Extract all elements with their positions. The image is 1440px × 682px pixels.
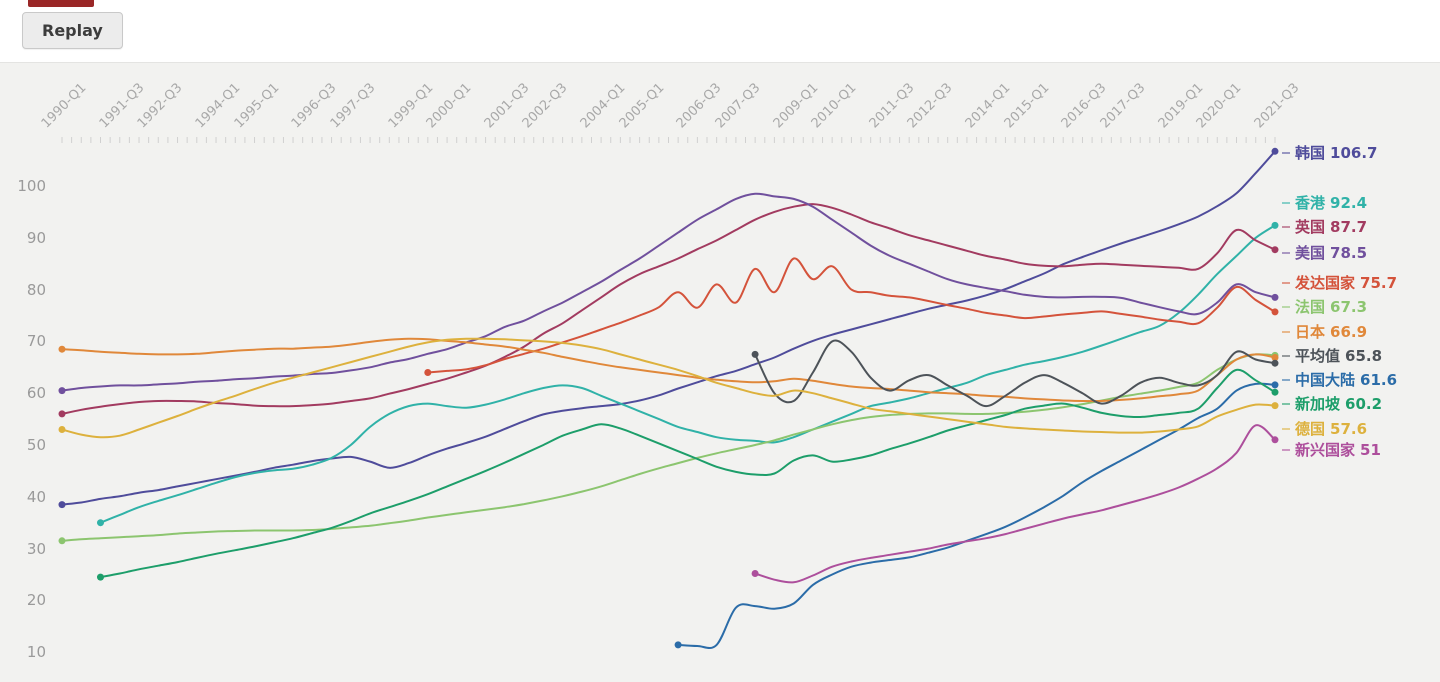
series-name: 新兴国家 bbox=[1295, 441, 1356, 459]
series-name: 韩国 bbox=[1295, 144, 1326, 162]
series-start-dot-china-mainland bbox=[674, 641, 682, 649]
end-label-dash bbox=[1282, 403, 1290, 405]
series-end-label-korea: 韩国 106.7 bbox=[1282, 143, 1377, 163]
partial-red-element bbox=[28, 0, 94, 7]
series-end-value: 92.4 bbox=[1330, 194, 1368, 212]
series-end-label-emerging: 新兴国家 51 bbox=[1282, 440, 1381, 460]
y-axis-label: 90 bbox=[26, 228, 46, 247]
series-end-dot-uk bbox=[1271, 246, 1279, 254]
series-line-singapore bbox=[99, 368, 1276, 579]
series-line-uk bbox=[61, 203, 1276, 415]
series-end-label-developed: 发达国家 75.7 bbox=[1282, 273, 1397, 293]
end-label-dash bbox=[1282, 306, 1290, 308]
series-start-dot-germany bbox=[58, 426, 66, 433]
series-name: 德国 bbox=[1295, 420, 1326, 438]
x-axis-ticks bbox=[61, 137, 1276, 143]
series-end-label-france: 法国 67.3 bbox=[1282, 297, 1367, 317]
series-end-label-average: 平均值 65.8 bbox=[1282, 346, 1382, 366]
series-name: 英国 bbox=[1295, 218, 1326, 236]
end-label-dash bbox=[1282, 449, 1290, 451]
series-end-dot-average bbox=[1271, 359, 1279, 367]
series-end-value: 106.7 bbox=[1330, 144, 1378, 162]
series-end-value: 87.7 bbox=[1330, 218, 1368, 236]
series-line-average bbox=[754, 339, 1276, 408]
series-name: 法国 bbox=[1295, 298, 1326, 316]
replay-button[interactable]: Replay bbox=[22, 12, 123, 49]
series-line-emerging bbox=[754, 424, 1276, 584]
end-label-dash bbox=[1282, 226, 1290, 228]
series-start-dot-uk bbox=[58, 410, 66, 418]
y-axis-label: 100 bbox=[17, 177, 46, 195]
series-start-dot-emerging bbox=[751, 570, 759, 577]
series-end-value: 61.6 bbox=[1360, 371, 1398, 389]
end-label-dash bbox=[1282, 428, 1290, 430]
series-line-developed bbox=[426, 257, 1276, 374]
series-end-dot-hong-kong bbox=[1271, 221, 1279, 229]
series-start-dot-singapore bbox=[97, 573, 104, 581]
series-end-value: 51 bbox=[1360, 441, 1381, 459]
y-axis-label: 50 bbox=[26, 436, 46, 454]
series-name: 中国大陆 bbox=[1295, 371, 1356, 389]
end-label-dash bbox=[1282, 152, 1290, 154]
series-start-dot-japan bbox=[58, 345, 66, 353]
series-start-dot-france bbox=[58, 537, 66, 545]
series-end-label-germany: 德国 57.6 bbox=[1282, 419, 1367, 439]
series-name: 平均值 bbox=[1295, 347, 1341, 365]
series-end-value: 65.8 bbox=[1345, 347, 1383, 365]
end-label-dash bbox=[1282, 282, 1290, 284]
series-start-dot-korea bbox=[58, 501, 66, 509]
end-label-dash bbox=[1282, 379, 1290, 381]
series-end-dot-developed bbox=[1271, 308, 1279, 316]
series-end-label-singapore: 新加坡 60.2 bbox=[1282, 394, 1382, 414]
y-axis-label: 60 bbox=[26, 384, 46, 403]
series-end-label-japan: 日本 66.9 bbox=[1282, 322, 1367, 342]
series-name: 发达国家 bbox=[1295, 274, 1356, 292]
y-axis-label: 20 bbox=[26, 591, 46, 610]
toolbar: Replay bbox=[0, 0, 1440, 63]
y-axis-label: 40 bbox=[26, 487, 46, 506]
series-end-dot-us bbox=[1271, 293, 1279, 301]
end-label-dash bbox=[1282, 252, 1290, 254]
series-line-korea bbox=[61, 150, 1276, 506]
end-label-dash bbox=[1282, 355, 1290, 357]
series-name: 新加坡 bbox=[1295, 395, 1341, 413]
series-end-label-us: 美国 78.5 bbox=[1282, 243, 1367, 263]
series-name: 香港 bbox=[1295, 194, 1326, 212]
series-end-dot-emerging bbox=[1271, 436, 1279, 444]
series-start-dot-us bbox=[58, 387, 66, 395]
series-name: 美国 bbox=[1295, 244, 1326, 262]
y-axis-label: 70 bbox=[26, 332, 46, 351]
series-end-value: 57.6 bbox=[1330, 420, 1368, 438]
series-start-dot-average bbox=[751, 350, 759, 358]
end-label-dash bbox=[1282, 202, 1290, 204]
series-start-dot-developed bbox=[424, 369, 432, 376]
series-end-value: 66.9 bbox=[1330, 323, 1368, 341]
series-end-value: 75.7 bbox=[1360, 274, 1398, 292]
y-axis-label: 80 bbox=[26, 280, 46, 299]
series-end-dot-china-mainland bbox=[1271, 381, 1279, 389]
series-line-japan bbox=[61, 337, 1276, 403]
series-end-value: 60.2 bbox=[1345, 395, 1383, 413]
series-end-value: 67.3 bbox=[1330, 298, 1368, 316]
series-end-value: 78.5 bbox=[1330, 244, 1368, 262]
series-start-dot-hong-kong bbox=[97, 519, 104, 527]
series-end-dot-korea bbox=[1271, 147, 1279, 155]
series-line-hong-kong bbox=[99, 224, 1276, 524]
series-line-germany bbox=[61, 337, 1276, 439]
series-end-dot-singapore bbox=[1271, 388, 1279, 396]
series-name: 日本 bbox=[1295, 323, 1326, 341]
series-end-dot-japan bbox=[1271, 354, 1279, 361]
series-end-label-uk: 英国 87.7 bbox=[1282, 217, 1367, 237]
series-end-dot-germany bbox=[1271, 402, 1279, 410]
series-line-us bbox=[61, 192, 1276, 392]
y-axis-label: 10 bbox=[26, 643, 46, 662]
series-end-label-china-mainland: 中国大陆 61.6 bbox=[1282, 370, 1397, 390]
series-end-label-hong-kong: 香港 92.4 bbox=[1282, 193, 1367, 213]
end-label-dash bbox=[1282, 331, 1290, 333]
y-axis-label: 30 bbox=[26, 539, 46, 558]
